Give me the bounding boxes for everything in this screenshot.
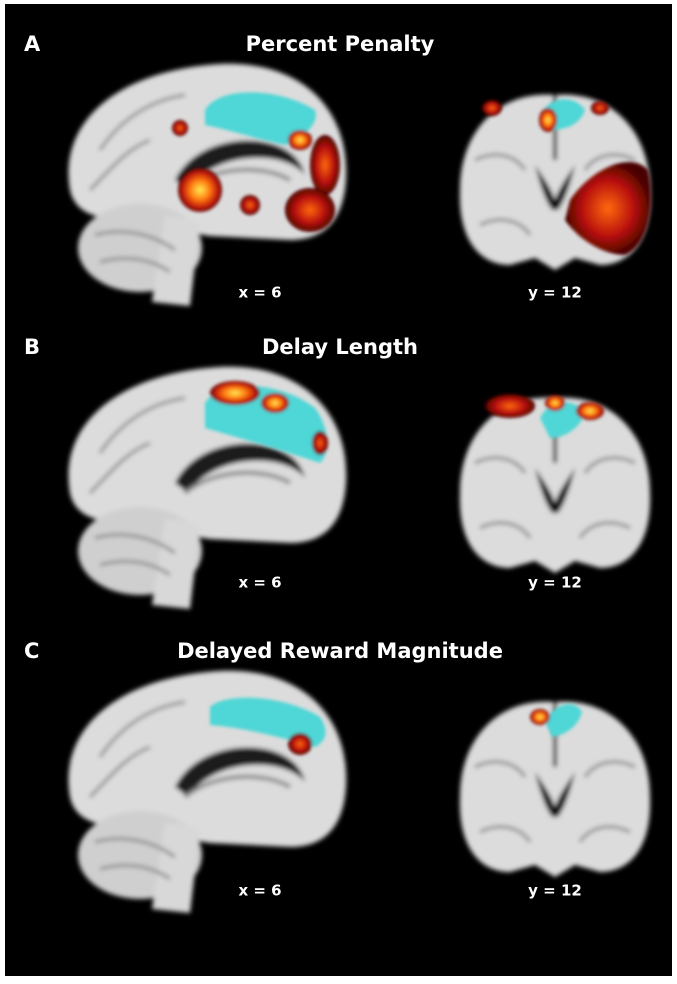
sagittal-label: x = 6	[238, 284, 281, 302]
panel-letter: C	[24, 639, 39, 663]
sagittal-label: x = 6	[238, 882, 281, 900]
coronal-label: y = 12	[528, 284, 582, 302]
sagittal-activation	[210, 697, 326, 755]
sagittal-activation	[205, 381, 328, 463]
panel-title: Delay Length	[262, 335, 418, 359]
panel-b: B Delay Length x = 6 y = 12	[24, 335, 650, 609]
sagittal-activation	[172, 92, 340, 232]
panel-a: A Percent Penalty x = 6 y = 12	[24, 32, 651, 306]
panel-c: C Delayed Reward Magnitude x = 6 y = 12	[24, 639, 650, 913]
panel-letter: A	[24, 32, 41, 56]
coronal-activation	[485, 394, 604, 438]
coronal-activation	[482, 99, 651, 255]
coronal-label: y = 12	[528, 882, 582, 900]
panel-letter: B	[24, 335, 40, 359]
coronal-label: y = 12	[528, 574, 582, 592]
sagittal-label: x = 6	[238, 574, 281, 592]
panel-title: Percent Penalty	[246, 32, 435, 56]
coronal-activation	[530, 704, 582, 737]
panel-title: Delayed Reward Magnitude	[177, 639, 503, 663]
